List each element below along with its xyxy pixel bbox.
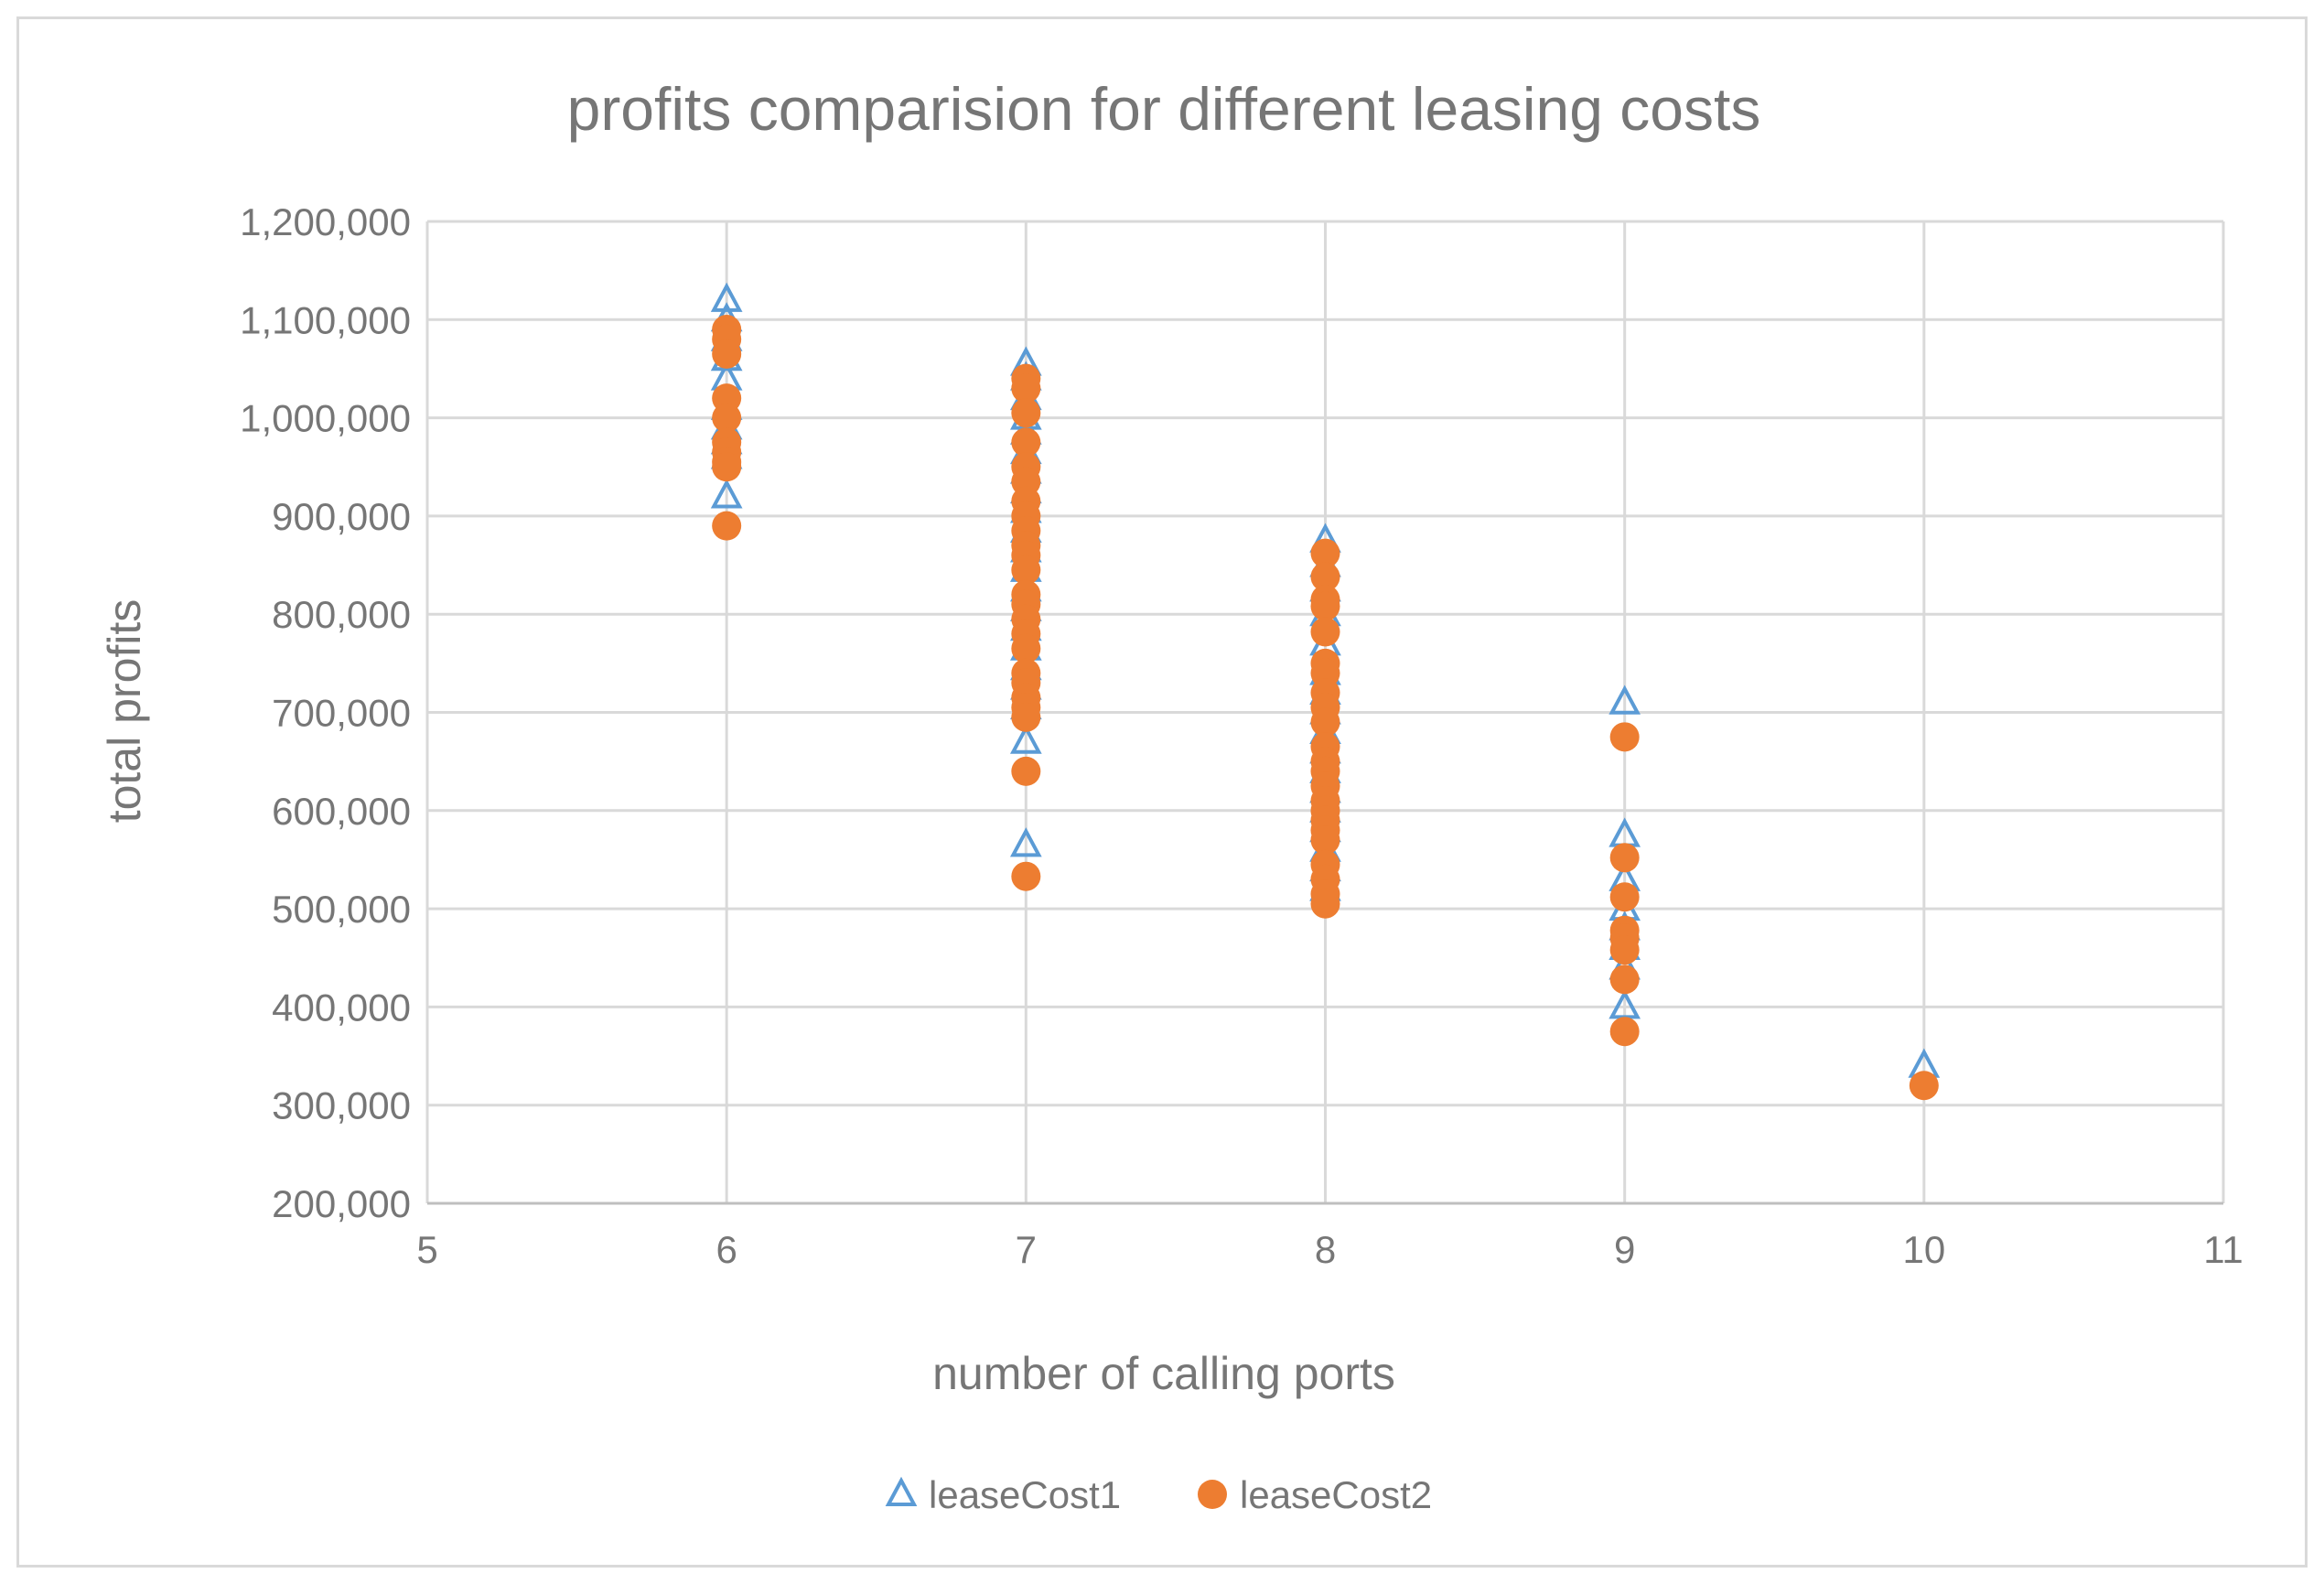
leaseCost2-point bbox=[712, 452, 742, 482]
x-tick-label: 5 bbox=[416, 1228, 437, 1271]
leaseCost2-point bbox=[1609, 1017, 1640, 1047]
legend: leaseCost1 leaseCost2 bbox=[885, 1473, 1432, 1516]
chart-frame bbox=[16, 16, 2308, 1568]
leaseCost2-point bbox=[712, 339, 742, 369]
leaseCost2-point bbox=[712, 403, 742, 433]
leaseCost2-point bbox=[1310, 889, 1340, 919]
x-axis-title: number of calling ports bbox=[932, 1348, 1395, 1399]
y-axis-title: total profits bbox=[99, 599, 150, 824]
legend-marker-leaseCost1 bbox=[885, 1476, 918, 1506]
y-tick-label: 1,000,000 bbox=[240, 397, 411, 440]
x-tick-label: 6 bbox=[715, 1228, 737, 1271]
legend-label-leaseCost2: leaseCost2 bbox=[1240, 1473, 1432, 1516]
leaseCost2-point bbox=[1609, 964, 1640, 995]
leaseCost2-point bbox=[1011, 861, 1041, 891]
legend-label-leaseCost1: leaseCost1 bbox=[929, 1473, 1121, 1516]
leaseCost1-point bbox=[710, 282, 743, 312]
leaseCost2-point bbox=[1609, 882, 1640, 912]
leaseCost2-point bbox=[1011, 555, 1041, 585]
leaseCost1-point bbox=[710, 479, 743, 509]
y-tick-label: 300,000 bbox=[272, 1084, 411, 1127]
leaseCost2-point bbox=[1011, 702, 1041, 732]
leaseCost2-point bbox=[1310, 591, 1340, 621]
x-tick-label: 9 bbox=[1614, 1228, 1635, 1271]
leaseCost2-point bbox=[1310, 562, 1340, 592]
leaseCost2-point bbox=[1310, 824, 1340, 855]
x-tick-label: 10 bbox=[1902, 1228, 1945, 1271]
legend-item-leaseCost1: leaseCost1 bbox=[885, 1473, 1121, 1516]
x-axis-ticks: 5 6 7 8 9 10 11 bbox=[416, 1228, 2243, 1271]
y-axis-ticks: 200,000 300,000 400,000 500,000 600,000 700,0… bbox=[240, 200, 411, 1225]
leaseCost1-point bbox=[1009, 827, 1042, 857]
y-tick-label: 400,000 bbox=[272, 986, 411, 1029]
leaseCost2-point bbox=[1310, 617, 1340, 647]
leaseCost2-point bbox=[1609, 843, 1640, 873]
legend-item-leaseCost2: leaseCost2 bbox=[1198, 1473, 1432, 1516]
legend-marker-leaseCost2 bbox=[1198, 1480, 1227, 1509]
leaseCost2-point bbox=[1011, 756, 1041, 786]
data-points bbox=[710, 282, 1941, 1101]
y-tick-label: 1,200,000 bbox=[240, 200, 411, 243]
y-tick-label: 500,000 bbox=[272, 888, 411, 931]
y-tick-label: 600,000 bbox=[272, 790, 411, 833]
leaseCost2-point bbox=[1011, 633, 1041, 663]
leaseCost2-point bbox=[1011, 373, 1041, 404]
leaseCost2-point bbox=[712, 511, 742, 541]
leaseCost2-point bbox=[1011, 427, 1041, 458]
y-tick-label: 1,100,000 bbox=[240, 298, 411, 341]
leaseCost2-point bbox=[1310, 538, 1340, 568]
y-tick-label: 200,000 bbox=[272, 1182, 411, 1225]
y-tick-label: 700,000 bbox=[272, 692, 411, 735]
leaseCost2-point bbox=[1909, 1071, 1939, 1101]
y-tick-label: 900,000 bbox=[272, 495, 411, 538]
chart-title: profits comparision for different leasin… bbox=[567, 75, 1761, 143]
leaseCost1-point bbox=[1009, 724, 1042, 754]
x-tick-label: 7 bbox=[1016, 1228, 1037, 1271]
leaseCost2-point bbox=[1011, 398, 1041, 428]
leaseCost2-point bbox=[1609, 935, 1640, 965]
leaseCost2-point bbox=[1310, 707, 1340, 738]
x-tick-label: 8 bbox=[1315, 1228, 1336, 1271]
leaseCost1-point bbox=[1609, 684, 1641, 715]
y-tick-label: 800,000 bbox=[272, 593, 411, 636]
x-tick-label: 11 bbox=[2203, 1228, 2243, 1271]
leaseCost2-point bbox=[1609, 722, 1640, 752]
